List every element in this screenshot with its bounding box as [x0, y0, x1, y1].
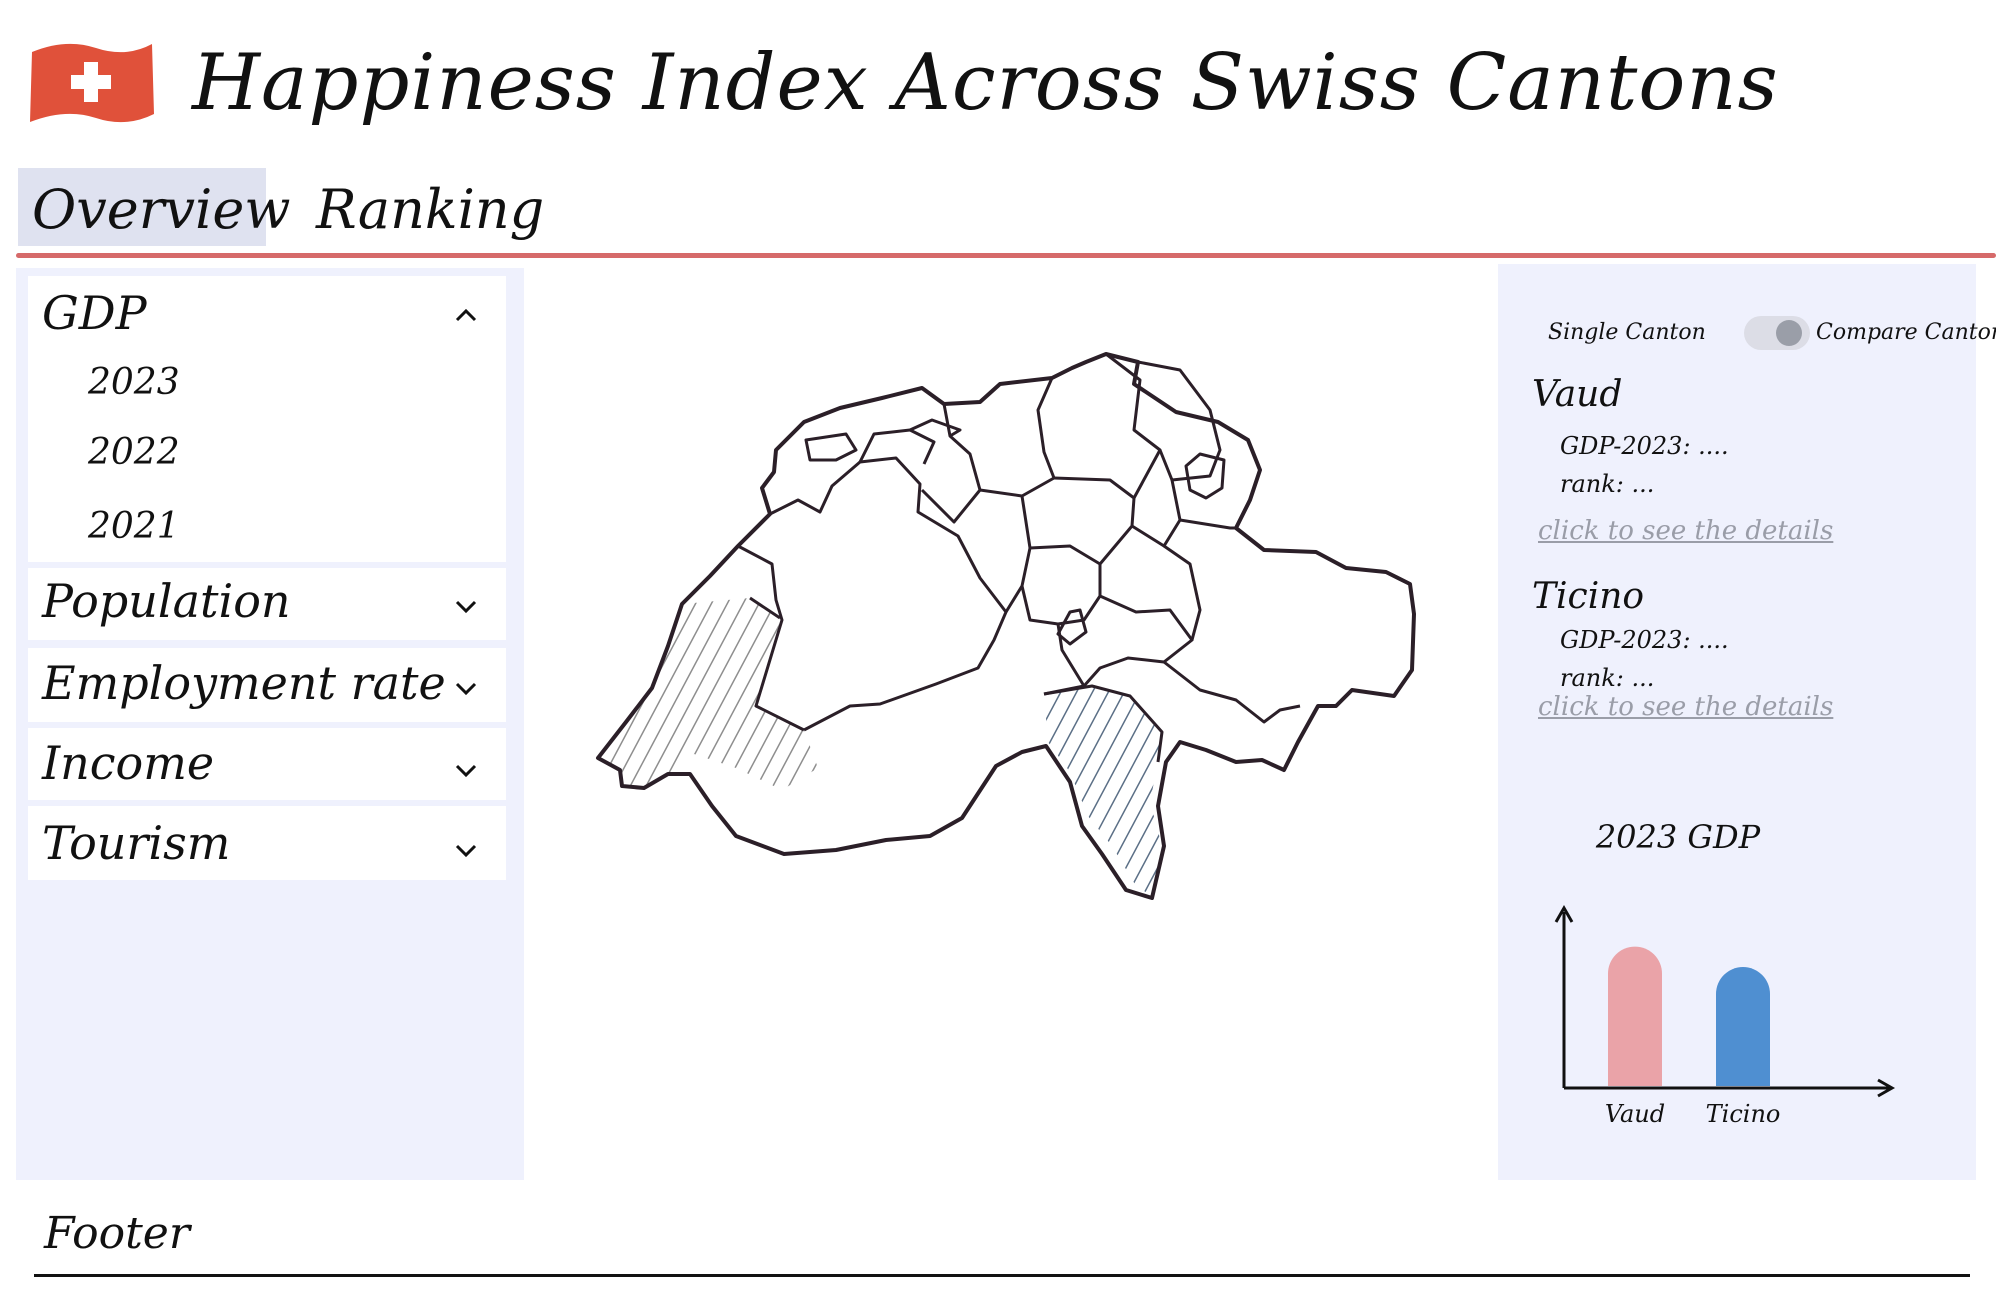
accordion-tourism[interactable]: Tourism: [28, 806, 506, 880]
chevron-down-icon[interactable]: [452, 592, 480, 620]
canton-name-vaud: Vaud: [1532, 374, 1623, 415]
toggle-label-compare: Compare Cantons: [1816, 320, 1996, 345]
tab-ranking[interactable]: Ranking: [316, 178, 545, 241]
toggle-label-single: Single Canton: [1548, 320, 1706, 345]
sidebar: GDP 2023 2022 2021 Population Employment…: [16, 268, 524, 1180]
ticino-gdp-line: GDP-2023: ....: [1560, 626, 1729, 654]
detail-panel: Single Canton Compare Cantons Vaud GDP-2…: [1498, 264, 1996, 1180]
bar-ticino[interactable]: [1716, 967, 1770, 1086]
chart-axes: [1554, 904, 1896, 1098]
accordion-income[interactable]: Income: [28, 728, 506, 800]
chart-title: 2023 GDP: [1595, 818, 1761, 856]
footer-label: Footer: [44, 1208, 190, 1259]
country-outline: [596, 352, 1416, 900]
chevron-down-icon[interactable]: [452, 836, 480, 864]
accordion-tourism-label: Tourism: [42, 816, 231, 870]
chevron-down-icon[interactable]: [452, 674, 480, 702]
accordion-income-label: Income: [42, 736, 215, 790]
gdp-year-2022[interactable]: 2022: [88, 432, 180, 473]
chevron-up-icon[interactable]: [452, 302, 480, 330]
tick-label-vaud: Vaud: [1605, 1100, 1665, 1128]
accordion-gdp-label: GDP: [42, 286, 147, 340]
compare-toggle-switch[interactable]: [1744, 316, 1810, 350]
canton-borders: [737, 352, 1301, 763]
accordion-gdp[interactable]: GDP 2023 2022 2021: [28, 276, 506, 562]
canton-name-ticino: Ticino: [1532, 576, 1645, 617]
vaud-details-link[interactable]: click to see the details: [1538, 516, 1834, 546]
footer-divider: [34, 1274, 1970, 1277]
ticino-details-link[interactable]: click to see the details: [1538, 692, 1834, 722]
accordion-employment-rate[interactable]: Employment rate: [28, 648, 506, 722]
chevron-down-icon[interactable]: [452, 756, 480, 784]
gdp-bar-chart: 2023 GDP Vaud Ticino: [1554, 818, 1896, 1128]
accordion-employment-rate-label: Employment rate: [42, 656, 446, 710]
compare-toggle-row: Single Canton Compare Cantons: [1548, 314, 1996, 354]
tick-label-ticino: Ticino: [1706, 1100, 1781, 1128]
gdp-year-2023[interactable]: 2023: [88, 362, 180, 403]
toggle-knob: [1776, 320, 1802, 346]
tab-overview[interactable]: Overview: [18, 168, 291, 246]
vaud-gdp-line: GDP-2023: ....: [1560, 432, 1729, 460]
app-title: Happiness Index Across Swiss Cantons: [192, 38, 1779, 128]
accordion-population[interactable]: Population: [28, 568, 506, 640]
switzerland-map[interactable]: [560, 350, 1440, 910]
header-divider: [16, 253, 1996, 258]
bar-vaud[interactable]: [1608, 946, 1662, 1086]
swiss-flag-icon: [30, 43, 154, 123]
canton-ticino[interactable]: [1044, 686, 1162, 896]
header: Happiness Index Across Swiss Cantons: [0, 0, 1996, 160]
accordion-population-label: Population: [42, 574, 291, 628]
gdp-year-2021[interactable]: 2021: [88, 506, 180, 547]
canton-vaud[interactable]: [598, 598, 818, 790]
ticino-rank-line: rank: ...: [1560, 664, 1655, 692]
vaud-rank-line: rank: ...: [1560, 470, 1655, 498]
